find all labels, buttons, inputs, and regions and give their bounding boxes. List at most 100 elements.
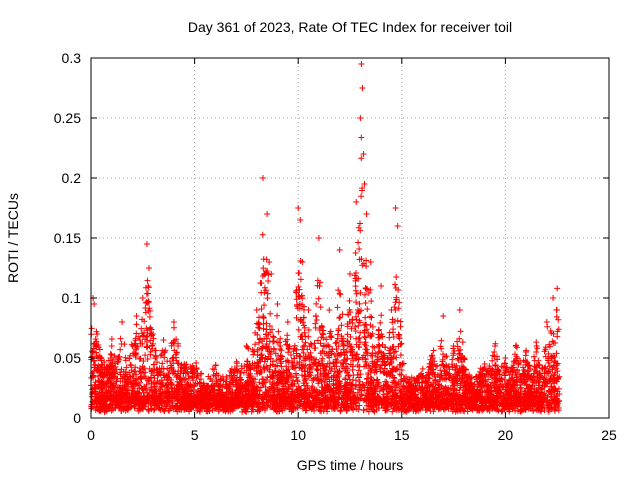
data-point (285, 349, 291, 355)
data-point (284, 332, 290, 338)
data-point (431, 347, 437, 353)
chart-title: Day 361 of 2023, Rate Of TEC Index for r… (188, 19, 512, 35)
data-point (358, 193, 364, 199)
data-point (118, 336, 124, 342)
data-point (171, 325, 177, 331)
data-point (277, 336, 283, 342)
data-point (554, 314, 560, 320)
data-point (313, 313, 319, 319)
data-point (355, 240, 361, 246)
data-point (397, 324, 403, 330)
data-point (395, 318, 401, 324)
data-point (146, 305, 152, 311)
data-point (358, 134, 364, 140)
data-point (389, 319, 395, 325)
data-point (398, 319, 404, 325)
data-point (260, 232, 266, 238)
data-point (392, 281, 398, 287)
data-point (356, 335, 362, 341)
data-point (153, 354, 159, 360)
data-point (334, 304, 340, 310)
data-point (349, 352, 355, 358)
data-point (256, 314, 262, 320)
data-point (362, 315, 368, 321)
data-point (499, 363, 505, 369)
data-point (490, 352, 496, 358)
data-point (336, 315, 342, 321)
data-point (277, 343, 283, 349)
data-point (267, 311, 273, 317)
data-point (376, 328, 382, 334)
data-point (260, 265, 266, 271)
data-point (328, 333, 334, 339)
data-point (89, 348, 95, 354)
data-point (354, 291, 360, 297)
data-point (315, 367, 321, 373)
data-point (337, 408, 343, 414)
data-point (347, 298, 353, 304)
data-point (369, 315, 375, 321)
data-point (458, 328, 464, 334)
data-point (387, 330, 393, 336)
data-point (356, 246, 362, 252)
data-point (554, 307, 560, 313)
data-point (151, 362, 157, 368)
data-point (210, 366, 216, 372)
data-point (147, 314, 153, 320)
data-point (393, 274, 399, 280)
data-point (363, 300, 369, 306)
data-point (145, 290, 151, 296)
data-point (274, 313, 280, 319)
data-point (296, 327, 302, 333)
data-point (259, 351, 265, 357)
data-point (355, 362, 361, 368)
data-point (361, 407, 367, 413)
data-point (298, 276, 304, 282)
data-point (213, 362, 219, 368)
data-point (391, 304, 397, 310)
data-point (278, 347, 284, 353)
data-point (374, 354, 380, 360)
data-point (148, 352, 154, 358)
data-point (356, 364, 362, 370)
data-point (320, 330, 326, 336)
data-point (258, 280, 264, 286)
data-point (554, 334, 560, 340)
data-point (348, 334, 354, 340)
data-point (364, 306, 370, 312)
data-point (265, 278, 271, 284)
data-point (420, 366, 426, 372)
data-point (357, 228, 363, 234)
data-point (89, 325, 95, 331)
data-point (376, 343, 382, 349)
data-point (270, 333, 276, 339)
data-point (356, 225, 362, 231)
data-point (494, 356, 500, 362)
data-point (271, 335, 277, 341)
data-point (256, 340, 262, 346)
data-point (367, 314, 373, 320)
data-point (555, 317, 561, 323)
data-point (370, 344, 376, 350)
data-point (133, 331, 139, 337)
data-point (261, 256, 267, 262)
data-point (117, 347, 123, 353)
data-point (337, 291, 343, 297)
data-point (368, 298, 374, 304)
data-point (270, 339, 276, 345)
data-point (338, 322, 344, 328)
data-point (313, 366, 319, 372)
data-point (430, 408, 436, 414)
data-point (438, 338, 444, 344)
data-point (109, 336, 115, 342)
data-point (318, 304, 324, 310)
data-point (362, 334, 368, 340)
data-point (244, 344, 250, 350)
data-point (377, 320, 383, 326)
data-point (263, 320, 269, 326)
data-point (109, 352, 115, 358)
data-point (170, 355, 176, 361)
data-point (133, 321, 139, 327)
